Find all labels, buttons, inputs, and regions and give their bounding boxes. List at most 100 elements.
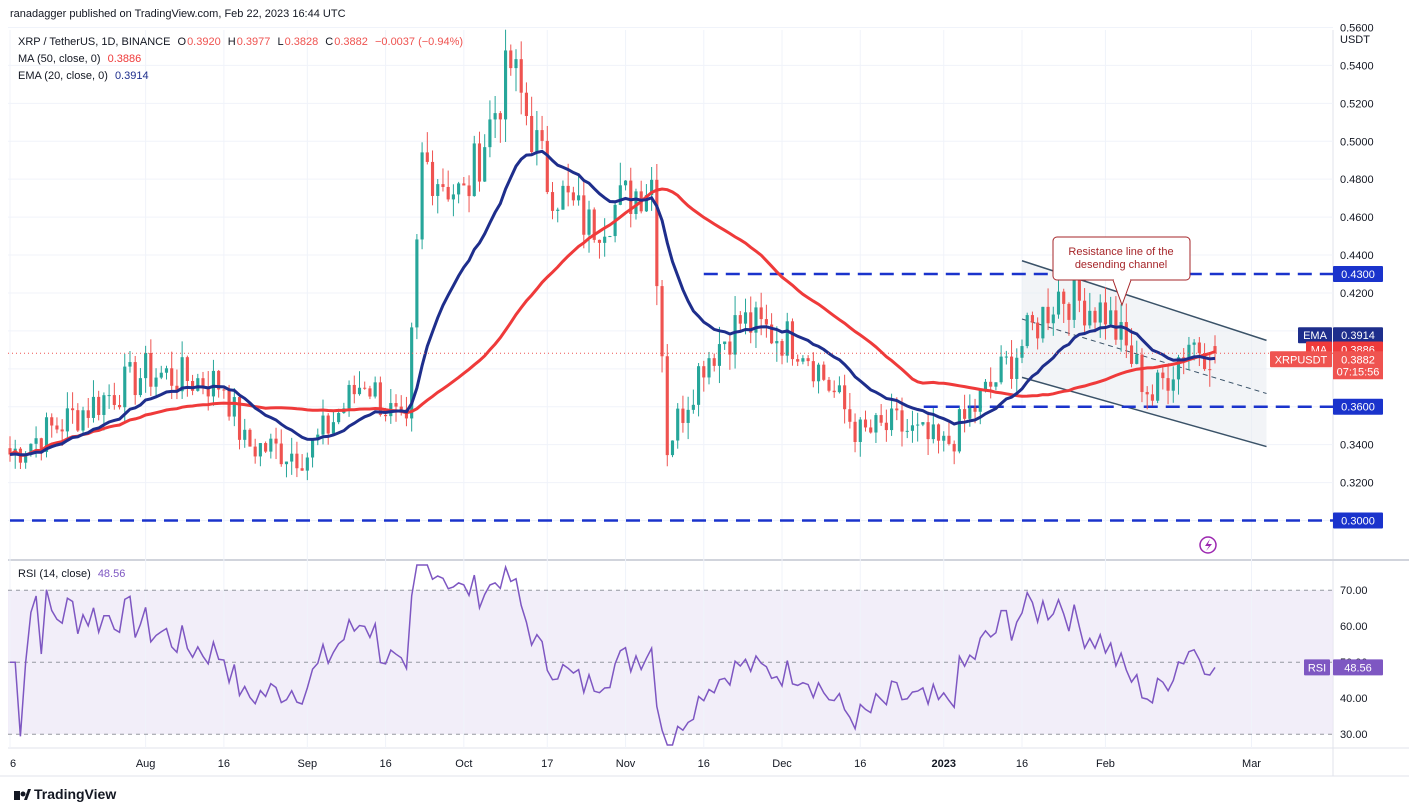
price-axis[interactable]: 0.5600 0.5400 0.5200 0.5000 0.4800 0.4600 0.44… <box>1340 22 1374 741</box>
candle-body <box>368 388 372 397</box>
candle-body <box>1161 372 1165 379</box>
candle-body <box>650 179 654 196</box>
candle-body <box>754 307 758 333</box>
candle-body <box>921 422 925 425</box>
candle-body <box>55 425 59 430</box>
candle-body <box>1119 322 1123 340</box>
ema-tag-box <box>1298 327 1332 344</box>
candle-body <box>749 312 753 333</box>
candle-body <box>446 186 450 200</box>
candle-body <box>352 384 356 395</box>
candle-body <box>540 130 544 141</box>
candle-body <box>117 404 122 408</box>
candle-body <box>670 440 675 456</box>
candle-body <box>723 341 727 345</box>
rsi-tick-label: 60.00 <box>1340 621 1368 633</box>
tradingview-brand[interactable]: TradingView <box>14 786 116 802</box>
candle-body <box>623 180 628 186</box>
candle-body <box>514 59 518 69</box>
candle-body <box>201 378 205 389</box>
horizontal-levels[interactable] <box>10 272 1333 522</box>
candle-body <box>1062 291 1066 304</box>
high-value: 0.3977 <box>236 36 271 48</box>
channel-lower-line <box>1021 376 1267 448</box>
candle-body <box>1213 346 1217 354</box>
candle-body <box>170 368 174 386</box>
time-tick-label: Oct <box>455 758 472 770</box>
symbol-tag-box <box>1270 351 1332 368</box>
symbol-legend[interactable]: XRP / TetherUS, 1D, BINANCE O0.3920 H0.3… <box>18 36 467 48</box>
candle-body <box>180 357 184 392</box>
price-tick-label: 0.4400 <box>1340 250 1374 262</box>
rsi-tick-label: 70.00 <box>1340 585 1368 597</box>
candle-body <box>102 395 106 415</box>
ma-legend-label: MA (50, close, 0) <box>18 53 101 65</box>
price-tick-label: 0.5400 <box>1340 60 1374 72</box>
candle-body <box>1093 310 1097 323</box>
candle-body <box>916 424 920 426</box>
candle-body <box>874 415 878 433</box>
candle-body <box>232 397 236 417</box>
price-tick-label: 0.5000 <box>1340 136 1374 148</box>
candle-body <box>248 429 252 447</box>
candle-body <box>926 422 930 440</box>
rsi-legend[interactable]: RSI (14, close) 48.56 <box>18 568 129 580</box>
rsi-line <box>10 564 1216 746</box>
candle-body <box>498 113 502 120</box>
candle-body <box>994 382 998 387</box>
candle-body <box>71 408 75 411</box>
candle-body <box>331 422 335 434</box>
candle-body <box>900 410 904 432</box>
candle-body <box>728 341 732 355</box>
candle-body <box>524 92 528 116</box>
candle-body <box>629 180 633 215</box>
candle-body <box>284 461 289 465</box>
candle-body <box>206 388 210 397</box>
candle-body <box>76 410 80 431</box>
price-tick-label: 0.4200 <box>1340 288 1374 300</box>
level-tag-text: 0.3600 <box>1341 402 1375 414</box>
rsi-value-tag-text: 48.56 <box>1344 662 1372 674</box>
candle-body <box>561 185 565 210</box>
rsi-tag-box <box>1304 659 1330 676</box>
ema-value-tag-box <box>1333 327 1383 344</box>
candle-body <box>1203 353 1207 370</box>
candle-body <box>34 438 38 444</box>
level-tag-box <box>1333 398 1383 415</box>
candle-body <box>759 307 763 320</box>
candle-body <box>211 370 216 397</box>
candle-body <box>968 408 972 419</box>
time-tick-label: Aug <box>136 758 156 770</box>
candle-body <box>86 410 90 418</box>
candle-body <box>133 362 137 396</box>
candle-body <box>305 457 309 471</box>
candle-body <box>832 390 836 393</box>
lightning-icon[interactable] <box>1199 536 1217 554</box>
time-axis[interactable]: 6 Aug 16 Sep 16 Oct 17 Nov 16 Dec 16 2023 16 Feb Mar <box>10 758 1261 770</box>
annotation-text-line-2: desending channel <box>1075 259 1167 271</box>
time-tick-label: Sep <box>298 758 318 770</box>
close-value: 0.3882 <box>334 36 368 48</box>
ma-legend[interactable]: MA (50, close, 0) 0.3886 <box>18 53 145 65</box>
candle-body <box>790 321 795 360</box>
candle-body <box>415 239 419 328</box>
countdown-text: 07:15:56 <box>1337 366 1380 378</box>
candle-body <box>164 368 169 373</box>
candle-body <box>493 113 497 120</box>
candle-body <box>717 344 722 366</box>
candle-body <box>1051 314 1055 324</box>
high-label: H <box>227 36 236 48</box>
candle-body <box>44 417 49 452</box>
candle-body <box>39 438 43 452</box>
candle-body <box>775 341 779 344</box>
candle-body <box>8 448 12 455</box>
candle-body <box>1009 356 1014 379</box>
ema-legend[interactable]: EMA (20, close, 0) 0.3914 <box>18 70 153 82</box>
annotation-callout[interactable]: Resistance line of the desending channel <box>1052 236 1191 307</box>
ema-legend-value: 0.3914 <box>114 70 149 82</box>
low-value: 0.3828 <box>284 36 319 48</box>
candle-body <box>477 143 482 182</box>
rsi-value-tag-box <box>1333 659 1383 676</box>
tradingview-logo-icon[interactable] <box>14 789 31 800</box>
